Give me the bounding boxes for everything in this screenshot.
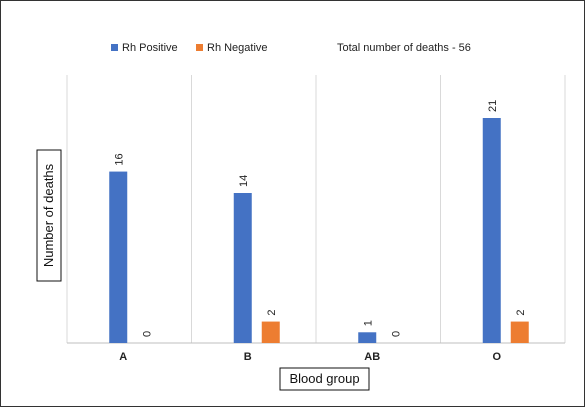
data-label-rh-negative-b: 2 <box>266 309 278 315</box>
total-deaths-annotation: Total number of deaths - 56 <box>337 42 471 54</box>
legend: Rh Positive Rh Negative Total number of … <box>111 42 471 54</box>
bar-rh-positive-a <box>109 171 128 343</box>
bar-rh-positive-o <box>482 118 501 343</box>
x-axis-title-box: Blood group <box>279 367 370 391</box>
legend-swatch-rh-positive <box>111 44 118 51</box>
legend-label-rh-negative: Rh Negative <box>207 42 268 54</box>
bars-group <box>109 118 529 343</box>
bar-rh-positive-b <box>233 193 252 343</box>
x-tick-label-ab: AB <box>364 351 380 363</box>
bar-rh-positive-ab <box>358 332 377 343</box>
x-tick-labels: A B AB O <box>119 351 501 363</box>
x-tick-label-b: B <box>244 351 252 363</box>
y-axis-title: Number of deaths <box>41 163 56 267</box>
x-tick-label-o: O <box>492 351 501 363</box>
data-label-rh-negative-ab: 0 <box>390 331 402 337</box>
data-label-rh-negative-o: 2 <box>515 309 527 315</box>
data-label-rh-positive-b: 14 <box>238 175 250 187</box>
data-label-rh-positive-a: 16 <box>113 153 125 165</box>
y-axis-title-box: Number of deaths <box>36 149 62 282</box>
legend-swatch-rh-negative <box>196 44 203 51</box>
data-label-rh-positive-o: 21 <box>487 100 499 112</box>
data-label-rh-positive-ab: 1 <box>362 320 374 326</box>
data-label-rh-negative-a: 0 <box>141 331 153 337</box>
category-gridlines <box>66 75 566 344</box>
bar-rh-negative-o <box>510 321 529 343</box>
x-axis-title: Blood group <box>289 371 359 386</box>
legend-label-rh-positive: Rh Positive <box>122 42 178 54</box>
x-tick-label-a: A <box>119 351 127 363</box>
bar-rh-negative-b <box>261 321 280 343</box>
